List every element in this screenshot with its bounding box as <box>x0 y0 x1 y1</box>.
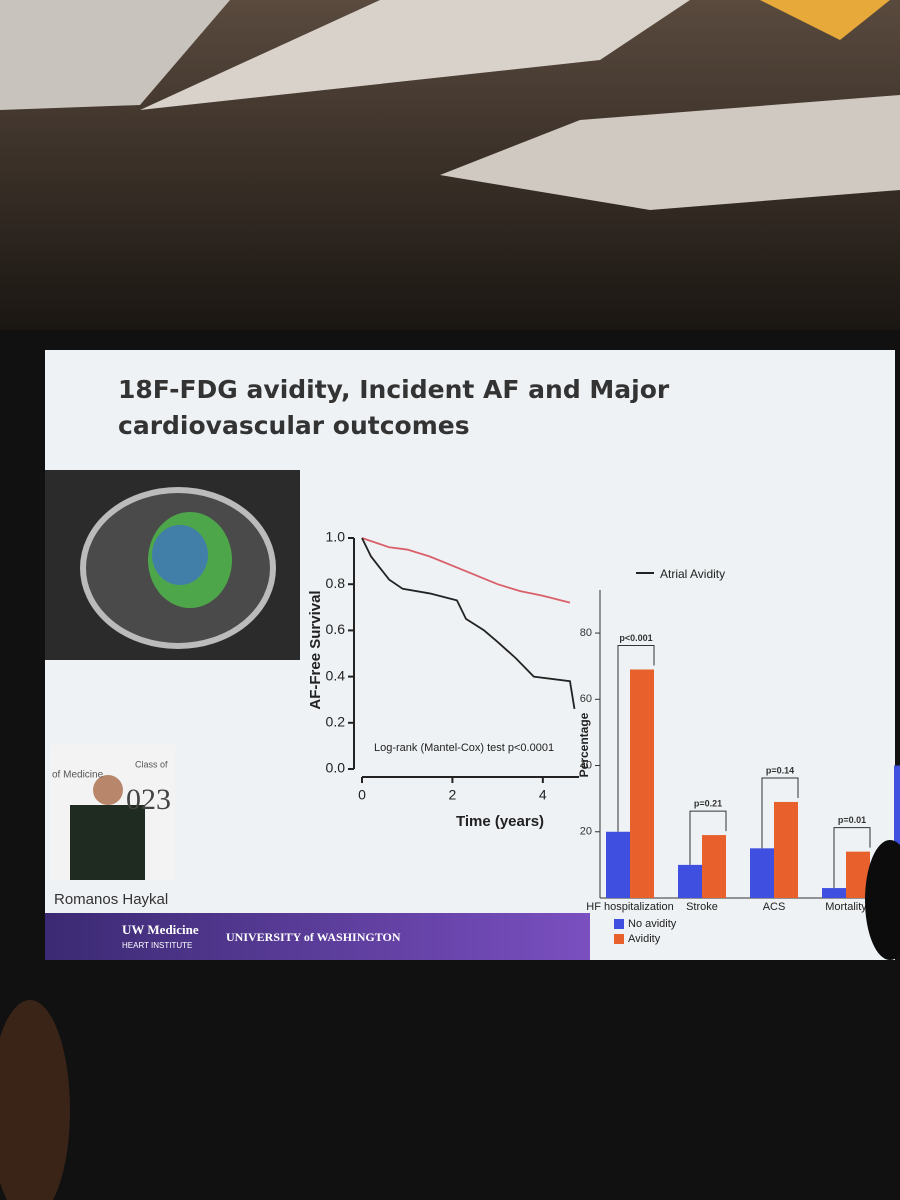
y-tick-label: 40 <box>580 759 592 771</box>
footer-logo-sub: HEART INSTITUTE <box>122 941 192 950</box>
x-tick-label: 2 <box>449 787 457 803</box>
bar <box>702 835 726 898</box>
y-tick-label: 60 <box>580 693 592 705</box>
presenter: Romanos Haykal <box>54 891 168 908</box>
p-value: p=0.21 <box>694 798 722 808</box>
audience-head <box>865 840 900 960</box>
x-tick-label: 4 <box>539 787 547 803</box>
survival-curve <box>361 537 576 710</box>
y-tick-label: 0.6 <box>326 621 346 637</box>
footer-bar <box>45 913 590 960</box>
annotation: Log-rank (Mantel-Cox) test p<0.0001 <box>374 742 554 754</box>
y-tick-label: 80 <box>580 627 592 639</box>
y-tick-label: 0.0 <box>326 760 346 776</box>
legend-label: No avidity <box>628 918 677 930</box>
photo-text: of Medicine <box>52 770 104 781</box>
footer-university: UNIVERSITY of WASHINGTON <box>226 930 401 944</box>
x-tick-label: ACS <box>763 901 786 913</box>
x-tick-label: HF hospitalization <box>586 901 673 913</box>
p-value: p=0.01 <box>838 815 866 825</box>
y-tick-label: 1.0 <box>326 529 346 545</box>
audience-head <box>0 1000 70 1200</box>
significance-bracket <box>689 810 727 865</box>
y-axis-label: AF-Free Survival <box>307 590 324 709</box>
photo-text: 023 <box>126 783 171 816</box>
legend-swatch <box>614 919 624 929</box>
x-tick-label: Mortality <box>825 901 867 913</box>
chart-title: Atrial Avidity <box>660 567 725 581</box>
ceiling-panel <box>440 95 900 210</box>
bar <box>774 801 798 898</box>
bar <box>750 848 774 898</box>
y-tick-label: 0.8 <box>326 575 346 591</box>
x-tick-label: Stroke <box>686 901 718 913</box>
portrait-face <box>93 775 123 805</box>
footer-logo: UW Medicine <box>122 922 199 937</box>
bar <box>606 831 630 898</box>
legend-swatch <box>614 934 624 944</box>
ceiling-panel <box>0 0 230 110</box>
p-value: p=0.14 <box>766 765 794 775</box>
portrait-gown <box>70 805 145 880</box>
significance-bracket <box>761 777 799 849</box>
x-axis-label: Time (years) <box>456 813 544 830</box>
y-tick-label: 0.4 <box>326 667 346 683</box>
p-value: p<0.001 <box>619 633 652 643</box>
y-tick-label: 0.2 <box>326 714 346 730</box>
bar <box>678 864 702 898</box>
ceiling-panel <box>140 0 690 110</box>
bar <box>822 888 846 898</box>
y-tick-label: 20 <box>580 826 592 838</box>
significance-bracket <box>833 827 871 889</box>
bar <box>630 669 654 898</box>
y-axis-label: Percentage <box>577 712 591 777</box>
x-tick-label: 0 <box>358 787 366 803</box>
legend-label: Avidity <box>628 933 661 945</box>
slide-title: 18F-FDG avidity, Incident AF and Major c… <box>118 375 670 440</box>
ceiling-light <box>760 0 890 40</box>
photo-text: Class of <box>135 759 168 769</box>
survival-curve <box>361 537 571 604</box>
significance-bracket <box>617 644 655 832</box>
ct-heart <box>152 525 208 585</box>
bar <box>894 765 900 898</box>
